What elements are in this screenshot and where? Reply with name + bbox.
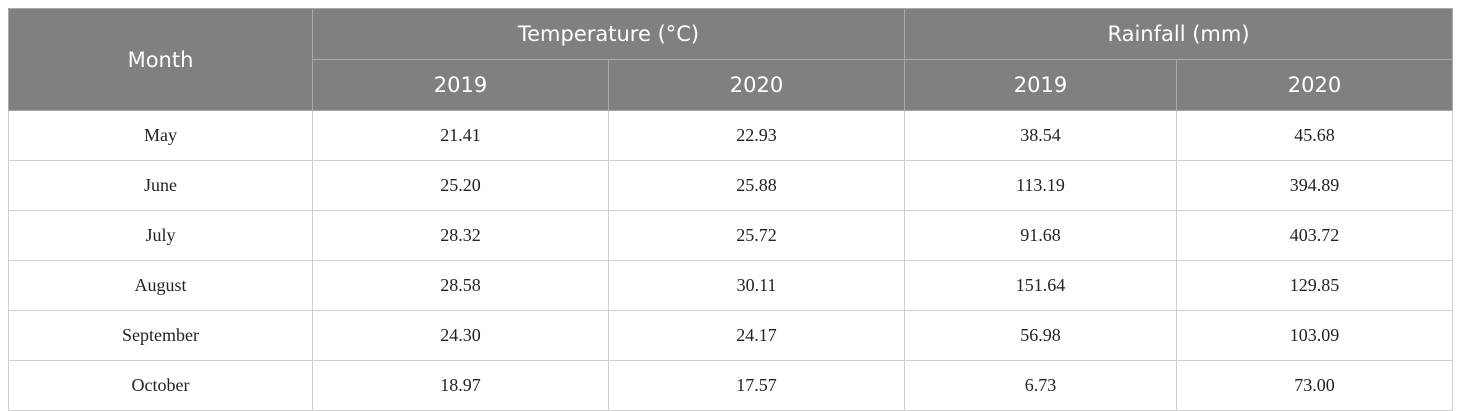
table-head: Month Temperature (°C) Rainfall (mm) 201… (8, 8, 1453, 111)
value-cell: 22.93 (608, 110, 905, 161)
value-cell: 6.73 (904, 360, 1177, 411)
value-cell: 394.89 (1176, 160, 1453, 211)
value-cell: 24.17 (608, 310, 905, 361)
table-body: May 21.41 22.93 38.54 45.68 June 25.20 25.88 113… (8, 110, 1453, 411)
header-cell: Temperature (°C) (312, 8, 905, 60)
value-cell: 403.72 (1176, 210, 1453, 261)
header-cell: Month (8, 8, 313, 111)
value-cell: 56.98 (904, 310, 1177, 361)
month-cell: June (8, 160, 313, 211)
value-cell: 73.00 (1176, 360, 1453, 411)
table-row: May 21.41 22.93 38.54 45.68 (8, 110, 1453, 161)
value-cell: 38.54 (904, 110, 1177, 161)
value-cell: 151.64 (904, 260, 1177, 311)
value-cell: 24.30 (312, 310, 609, 361)
month-cell: May (8, 110, 313, 161)
header-cell: 2020 (1176, 59, 1453, 111)
header-cell: 2019 (312, 59, 609, 111)
month-cell: July (8, 210, 313, 261)
value-cell: 25.20 (312, 160, 609, 211)
value-cell: 28.58 (312, 260, 609, 311)
value-cell: 45.68 (1176, 110, 1453, 161)
data-table: Month Temperature (°C) Rainfall (mm) 201… (8, 8, 1453, 411)
value-cell: 91.68 (904, 210, 1177, 261)
table-row: August 28.58 30.11 151.64 129.85 (8, 260, 1453, 311)
table-row: July 28.32 25.72 91.68 403.72 (8, 210, 1453, 261)
value-cell: 21.41 (312, 110, 609, 161)
month-cell: August (8, 260, 313, 311)
table-row: September 24.30 24.17 56.98 103.09 (8, 310, 1453, 361)
month-cell: September (8, 310, 313, 361)
header-cell: 2020 (608, 59, 905, 111)
value-cell: 28.32 (312, 210, 609, 261)
table-row: October 18.97 17.57 6.73 73.00 (8, 360, 1453, 411)
value-cell: 25.88 (608, 160, 905, 211)
value-cell: 25.72 (608, 210, 905, 261)
value-cell: 103.09 (1176, 310, 1453, 361)
month-cell: October (8, 360, 313, 411)
value-cell: 17.57 (608, 360, 905, 411)
header-cell: Rainfall (mm) (904, 8, 1453, 60)
value-cell: 113.19 (904, 160, 1177, 211)
value-cell: 129.85 (1176, 260, 1453, 311)
header-cell: 2019 (904, 59, 1177, 111)
value-cell: 30.11 (608, 260, 905, 311)
table-row: June 25.20 25.88 113.19 394.89 (8, 160, 1453, 211)
value-cell: 18.97 (312, 360, 609, 411)
